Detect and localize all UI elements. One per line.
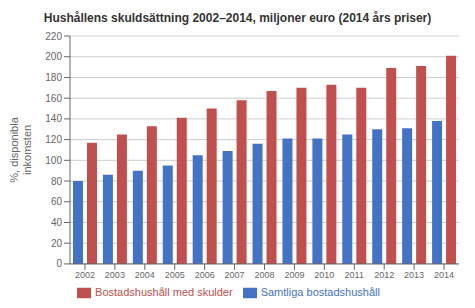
svg-text:2005: 2005 — [165, 270, 185, 280]
svg-text:120: 120 — [45, 134, 62, 145]
svg-text:2010: 2010 — [314, 270, 334, 280]
svg-text:60: 60 — [51, 196, 63, 207]
svg-text:2004: 2004 — [135, 270, 155, 280]
svg-text:2011: 2011 — [345, 270, 364, 280]
svg-text:2002: 2002 — [75, 270, 95, 280]
svg-text:2007: 2007 — [225, 270, 245, 280]
svg-text:2009: 2009 — [284, 270, 304, 280]
svg-text:100: 100 — [45, 155, 62, 166]
svg-text:2014: 2014 — [434, 270, 454, 280]
svg-text:2008: 2008 — [254, 270, 274, 280]
svg-text:2003: 2003 — [105, 270, 125, 280]
html-text:Samtliga bostadshushåll: Samtliga bostadshushåll — [260, 285, 380, 298]
svg-text:2012: 2012 — [374, 270, 394, 280]
svg-text:180: 180 — [45, 72, 62, 83]
svg-text:220: 220 — [45, 31, 62, 42]
svg-text:20: 20 — [51, 238, 63, 249]
svg-text:2013: 2013 — [404, 270, 424, 280]
html-text:Bostadshushåll med skulder: Bostadshushåll med skulder — [95, 285, 233, 298]
svg-text:200: 200 — [45, 51, 62, 62]
svg-text:2006: 2006 — [195, 270, 215, 280]
svg-text:80: 80 — [51, 176, 63, 187]
svg-text:0: 0 — [56, 258, 62, 269]
svg-text:%, disponiblainkomsten: %, disponiblainkomsten — [8, 116, 33, 182]
svg-text:40: 40 — [51, 217, 63, 228]
svg-text:140: 140 — [45, 113, 62, 124]
html-text:Hushållens skuldsättning 2002–: Hushållens skuldsättning 2002–2014, milj… — [43, 11, 432, 25]
svg-text:160: 160 — [45, 93, 62, 104]
